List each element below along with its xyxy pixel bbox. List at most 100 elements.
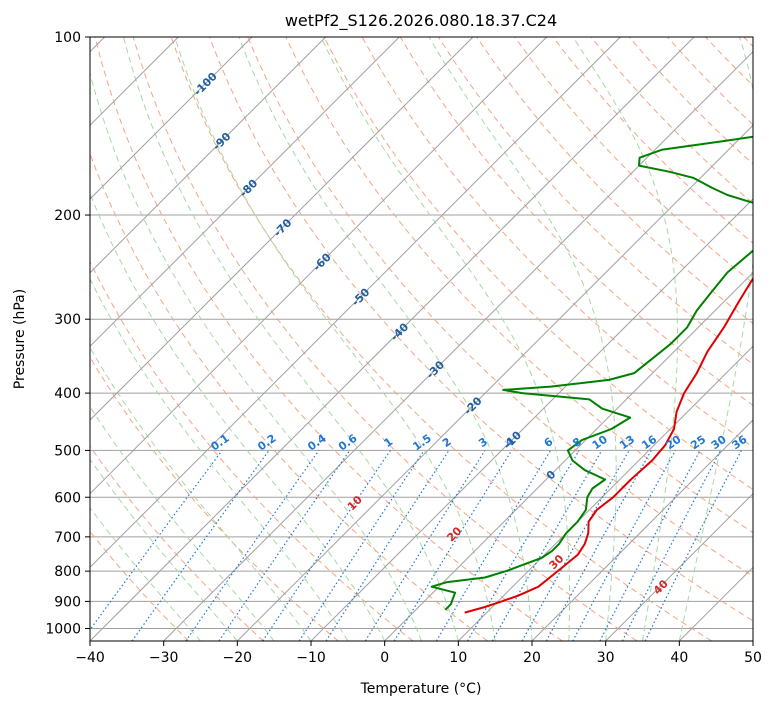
y-axis-label: Pressure (hPa) bbox=[12, 289, 28, 389]
moist-adiabat bbox=[238, 37, 533, 641]
moist-adiabat bbox=[90, 192, 386, 641]
axis-ticks: −40 −30 −20 −10 0 10 20 30 40 5010020030040050060… bbox=[45, 30, 762, 666]
dry-adiabat bbox=[285, 37, 753, 534]
mixing-ratio-line bbox=[90, 450, 223, 631]
mixing-ratio-line bbox=[325, 450, 450, 641]
mixing-ratio-label: 30 bbox=[709, 433, 729, 453]
dry-adiabat bbox=[247, 37, 753, 577]
mixing-ratio-line bbox=[599, 450, 701, 641]
moist-adiabat bbox=[90, 506, 201, 641]
moist-adiabat bbox=[90, 277, 349, 641]
moist-adiabat bbox=[123, 37, 459, 641]
y-tick-label: 900 bbox=[54, 594, 81, 610]
dry-adiabat-label: 30 bbox=[547, 552, 567, 572]
mixing-ratio-label: 36 bbox=[729, 433, 749, 453]
mixing-ratio-line bbox=[521, 450, 630, 641]
mixing-ratio-label: 2 bbox=[440, 435, 454, 450]
x-tick-label: −20 bbox=[223, 650, 253, 666]
plot-frame bbox=[89, 36, 754, 642]
mixing-ratio-label: 25 bbox=[688, 433, 708, 452]
isotherm bbox=[310, 198, 753, 641]
background-lines bbox=[90, 37, 753, 641]
dry-adiabat bbox=[90, 445, 264, 641]
x-tick-label: −30 bbox=[149, 650, 179, 666]
dry-adiabat-label: 10 bbox=[345, 493, 365, 513]
mixing-ratio-label: 20 bbox=[664, 433, 684, 453]
moist-adiabat bbox=[90, 346, 312, 641]
isotherm bbox=[90, 37, 400, 348]
moist-adiabat bbox=[90, 458, 238, 641]
dry-adiabat bbox=[90, 356, 339, 641]
y-tick-label: 700 bbox=[54, 530, 81, 546]
dry-adiabat bbox=[437, 37, 753, 365]
y-tick-label: 100 bbox=[54, 30, 81, 46]
dry-adiabat bbox=[209, 37, 753, 622]
x-tick-label: 40 bbox=[670, 650, 688, 666]
isotherm bbox=[384, 271, 753, 641]
moist-adiabat bbox=[90, 405, 275, 641]
x-tick-label: −40 bbox=[75, 650, 105, 666]
mixing-ratio-label: 13 bbox=[617, 433, 637, 452]
y-tick-label: 400 bbox=[54, 386, 81, 402]
x-tick-label: 50 bbox=[744, 650, 762, 666]
x-tick-label: −10 bbox=[296, 650, 326, 666]
isotherm bbox=[90, 37, 327, 274]
dry-adiabat-label: 20 bbox=[444, 524, 464, 544]
mixing-ratio-line bbox=[545, 450, 652, 641]
moist-adiabat bbox=[90, 71, 422, 641]
moist-adiabat bbox=[174, 37, 496, 641]
isotherm bbox=[90, 37, 474, 421]
y-tick-label: 500 bbox=[54, 443, 81, 459]
y-tick-label: 300 bbox=[54, 312, 81, 328]
profile-lines bbox=[430, 135, 753, 614]
mixing-ratio-label: 16 bbox=[639, 433, 659, 453]
dewpoint-profile bbox=[430, 135, 753, 611]
x-axis-label: Temperature (°C) bbox=[360, 681, 482, 697]
dry-adiabat bbox=[590, 37, 753, 205]
dry-adiabat bbox=[552, 37, 753, 244]
isotherm bbox=[90, 37, 548, 495]
mixing-ratio-line bbox=[262, 450, 391, 641]
mixing-ratio-label: 6 bbox=[542, 435, 556, 450]
dry-adiabat bbox=[323, 37, 753, 491]
moist-adiabat bbox=[572, 37, 678, 641]
mixing-ratio-label: 1 bbox=[382, 435, 396, 450]
isotherm bbox=[90, 37, 695, 641]
isotherm bbox=[90, 37, 621, 569]
x-tick-label: 20 bbox=[523, 650, 541, 666]
mixing-ratio-line bbox=[466, 450, 580, 641]
mixing-ratio-line bbox=[131, 450, 270, 641]
x-tick-label: 10 bbox=[449, 650, 467, 666]
mixing-ratio-line bbox=[435, 450, 552, 641]
chart-title: wetPf2_S126.2026.080.18.37.C24 bbox=[285, 11, 557, 31]
temperature-profile bbox=[464, 276, 753, 614]
y-tick-label: 600 bbox=[54, 490, 81, 506]
y-tick-label: 200 bbox=[54, 208, 81, 224]
mixing-ratio-line bbox=[621, 450, 722, 641]
mixing-ratio-line bbox=[393, 450, 513, 641]
isotherm bbox=[163, 50, 753, 641]
dry-adiabat bbox=[667, 37, 753, 126]
x-tick-label: 30 bbox=[597, 650, 615, 666]
isotherm bbox=[605, 492, 753, 641]
x-tick-label: 0 bbox=[380, 650, 389, 666]
isotherm bbox=[457, 345, 753, 641]
dry-adiabat bbox=[514, 37, 753, 284]
isotherm-label: -90 bbox=[210, 130, 233, 153]
y-tick-label: 800 bbox=[54, 564, 81, 580]
dry-adiabat bbox=[90, 152, 488, 641]
dry-adiabat bbox=[90, 260, 414, 641]
isotherm bbox=[90, 37, 253, 200]
isotherm-label: -100 bbox=[191, 70, 220, 99]
isotherm-label: 0 bbox=[544, 468, 559, 483]
dry-adiabat bbox=[743, 37, 753, 48]
mixing-ratio-line bbox=[218, 450, 351, 641]
mixing-ratio-line bbox=[185, 450, 320, 641]
mixing-ratio-line bbox=[298, 450, 425, 641]
mixing-ratio-line bbox=[644, 450, 743, 641]
dry-adiabat bbox=[170, 37, 712, 641]
moist-adiabat bbox=[428, 37, 617, 641]
dry-adiabat bbox=[476, 37, 753, 325]
moist-adiabat bbox=[678, 37, 753, 641]
